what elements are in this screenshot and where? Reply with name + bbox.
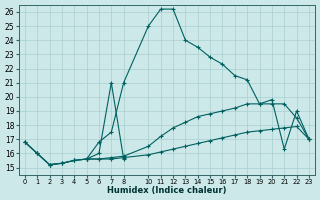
X-axis label: Humidex (Indice chaleur): Humidex (Indice chaleur) bbox=[107, 186, 227, 195]
